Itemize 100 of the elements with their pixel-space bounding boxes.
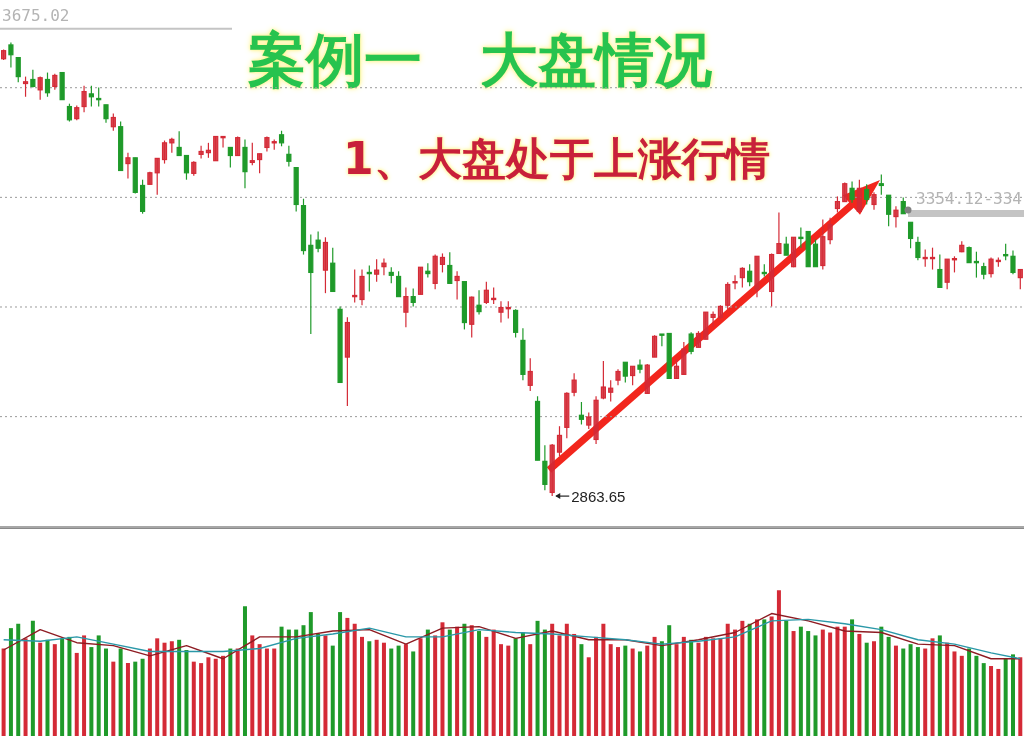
candlestick [176,130,182,157]
bar [776,590,781,736]
candlestick [366,264,372,293]
bar [930,638,935,736]
bar [52,644,57,736]
bar [835,626,840,736]
candlestick [878,173,884,196]
bar [381,642,386,736]
bar [630,648,635,736]
bar [725,623,730,736]
bar [974,655,979,736]
bar [484,636,489,736]
bar [608,644,613,736]
candlestick [600,360,606,400]
candlestick [651,334,658,358]
bar [674,644,679,736]
bar [491,629,496,736]
bar [411,651,416,736]
bar [169,641,174,736]
bar [542,629,547,736]
bar [711,638,716,736]
bar [908,644,913,736]
candlestick [476,289,482,316]
candlestick [856,179,862,212]
candlestick [688,331,694,355]
candlestick [776,211,782,255]
candlestick [608,379,614,403]
bar [323,635,328,736]
bar [623,645,628,736]
candlestick [286,145,292,168]
bar [1,648,6,736]
bar [155,638,160,736]
candlestick [8,42,14,68]
bar [791,631,796,736]
candlestick [571,372,577,397]
candlestick [439,252,446,274]
bar [425,629,430,736]
bar [447,629,452,736]
bar [564,623,569,736]
candlestick [447,251,453,284]
candlestick [893,205,899,229]
bar [125,663,130,736]
candlestick [659,333,665,347]
bar [850,619,855,736]
bar [659,641,664,736]
bar [498,644,503,736]
bar [367,641,372,736]
candlestick [886,194,892,227]
bar [557,635,562,736]
bar [257,644,262,736]
candlestick [827,217,833,245]
candlestick [249,142,255,166]
bar [147,648,152,736]
bar [45,639,50,736]
bar [959,655,964,736]
bar [616,647,621,736]
candlestick [22,76,29,98]
bar [228,648,233,736]
candlestick [96,86,102,108]
candlestick [710,310,716,328]
candlestick [783,236,789,256]
bar [528,644,533,736]
candlestick [864,183,870,206]
bar [345,617,350,736]
candlestick [812,239,819,268]
bar [550,623,555,736]
bar [857,633,862,736]
candlestick [381,258,387,276]
bar [184,649,189,736]
bar [681,636,686,736]
candlestick [630,365,636,386]
bar [118,648,123,736]
bar [798,626,803,736]
ref-line-label: 3675.02 [2,5,70,25]
bar [242,606,247,736]
bar [820,629,825,736]
candlestick [973,251,980,279]
bar [981,663,986,736]
bar [893,645,898,736]
candlestick [454,270,460,301]
bar [952,651,957,736]
bar [162,642,167,736]
bar [813,635,818,736]
bar [418,638,423,736]
bar [945,642,950,736]
candlestick [395,270,402,298]
candlestick [125,152,131,180]
bar [338,612,343,736]
candlestick [725,281,731,310]
candlestick [483,281,489,305]
bar [279,626,284,736]
candlestick [739,266,745,288]
bar [967,648,972,736]
bar [572,633,577,736]
bar [462,623,467,736]
bar [96,635,101,736]
bar [213,658,218,736]
candlestick [849,180,855,204]
candlestick [154,157,160,196]
candlestick [44,71,51,98]
